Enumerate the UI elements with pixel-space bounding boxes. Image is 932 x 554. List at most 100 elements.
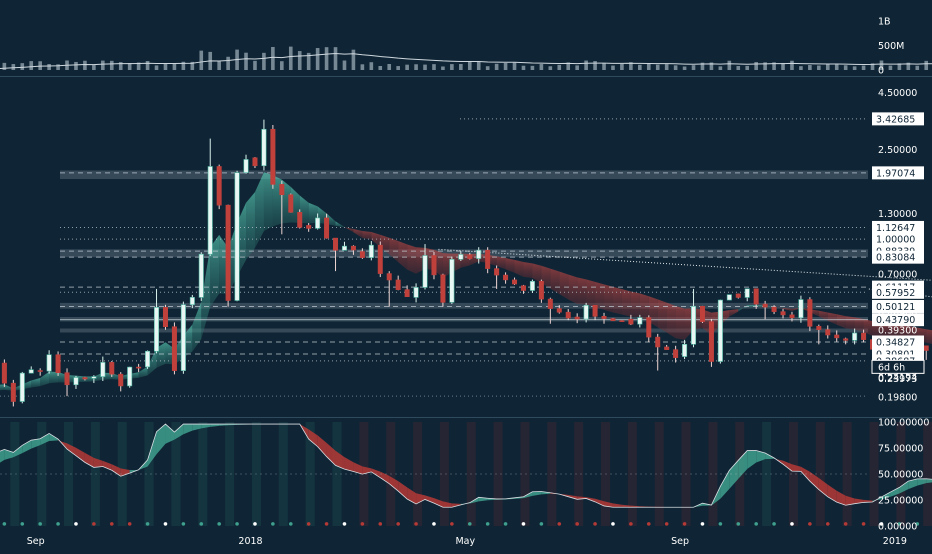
bear-ribbon (515, 260, 524, 277)
candle-down (65, 373, 69, 385)
candle-down (843, 339, 847, 341)
candle-down (387, 274, 391, 280)
bull-ribbon (49, 372, 58, 384)
volume-bar (808, 65, 812, 70)
volume-bar (325, 47, 329, 70)
volume-tick-label: 1B (878, 16, 891, 27)
candle-down (736, 294, 740, 298)
price-level-label: 0.83084 (876, 253, 915, 264)
volume-bar (361, 64, 365, 70)
volume-bar (728, 61, 732, 70)
signal-dot (754, 522, 758, 526)
signal-dot (146, 522, 150, 526)
candle-down (289, 195, 293, 213)
volume-bar (450, 64, 454, 70)
candle-down (664, 347, 668, 350)
volume-bar (889, 66, 893, 70)
volume-bar (549, 66, 553, 70)
candle-up (584, 305, 588, 319)
candle-up (20, 373, 24, 401)
volume-pane: 1B 500M 0 (0, 12, 932, 76)
candle-up (423, 255, 427, 287)
signal-dot (92, 522, 96, 526)
bull-ribbon (0, 384, 4, 390)
candle-up (181, 305, 185, 371)
candle-up (691, 306, 695, 344)
oscillator-up-fill (532, 491, 541, 495)
bull-ribbon (255, 172, 264, 248)
candle-down (826, 330, 830, 335)
bear-ribbon (586, 279, 595, 307)
volume-bar (146, 61, 150, 70)
candle-down (566, 312, 570, 318)
volume-bar (423, 65, 427, 70)
bear-ribbon (506, 258, 515, 273)
volume-bar (271, 47, 275, 70)
candle-up (638, 318, 642, 325)
volume-bar (477, 61, 481, 70)
volume-bar (611, 66, 615, 70)
candle-down (333, 238, 337, 250)
volume-tick-label: 0 (878, 66, 884, 77)
signal-dot (307, 522, 311, 526)
candle-up (450, 259, 454, 302)
candle-down (360, 252, 364, 258)
candle-down (503, 275, 507, 280)
oscillator-tick-label: 0.00000 (878, 522, 917, 533)
candle-up (342, 246, 346, 250)
signal-dot (378, 522, 382, 526)
bull-ribbon (40, 372, 49, 386)
volume-bar (683, 67, 687, 70)
oscillator-down-fill (103, 461, 112, 470)
candle-down (441, 275, 445, 302)
volume-bar (352, 50, 356, 70)
signal-dot (575, 522, 579, 526)
candle-down (754, 289, 758, 304)
volume-bar (199, 51, 203, 70)
signal-dot (647, 522, 651, 526)
candle-down (575, 317, 579, 319)
bull-ribbon (336, 221, 345, 227)
oscillator-down-fill (76, 448, 85, 463)
bear-ribbon (407, 244, 416, 273)
time-tick-label: 2018 (238, 536, 262, 547)
volume-bar (226, 57, 230, 70)
volume-bar (736, 66, 740, 70)
price-level-label: 0.43790 (876, 315, 915, 326)
volume-bar (414, 64, 418, 70)
candle-down (38, 371, 42, 372)
signal-dot (522, 522, 526, 526)
price-level-label: 0.50121 (876, 302, 915, 313)
volume-bar (844, 65, 848, 70)
candle-down (56, 355, 60, 373)
volume-bar (647, 64, 651, 70)
candle-down (271, 129, 275, 184)
signal-dot (128, 522, 132, 526)
price-level-label: 1.00000 (876, 235, 915, 246)
time-tick-label: Sep (27, 536, 45, 547)
volume-bar (3, 63, 7, 70)
price-level-label: 0.34827 (876, 338, 915, 349)
candle-down (253, 158, 257, 166)
bear-ribbon (523, 262, 532, 278)
signal-dot (629, 522, 633, 526)
candle-up (477, 250, 481, 258)
oscillator-down-fill (318, 435, 327, 456)
volume-tick-label: 500M (878, 41, 904, 52)
signal-dot (736, 522, 740, 526)
candle-up (530, 281, 534, 290)
volume-bar (244, 53, 248, 70)
pane-divider (0, 76, 932, 77)
bear-ribbon (532, 263, 541, 282)
volume-bar (692, 65, 696, 70)
signal-dot (719, 522, 723, 526)
signal-dot (271, 522, 275, 526)
candle-up (244, 159, 248, 172)
candle-down (494, 269, 498, 275)
bear-ribbon (568, 274, 577, 304)
oscillator-down-fill (425, 495, 434, 503)
volume-bar (817, 66, 821, 70)
bear-ribbon (353, 229, 362, 238)
price-tick-label: 0.23973 (878, 374, 917, 385)
